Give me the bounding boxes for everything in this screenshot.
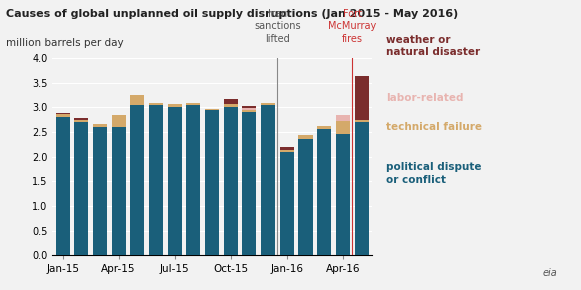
Bar xyxy=(224,104,238,107)
Bar xyxy=(299,135,313,139)
Bar xyxy=(149,103,163,105)
Bar xyxy=(242,112,256,255)
Bar xyxy=(56,117,70,255)
Bar xyxy=(168,104,182,107)
Bar xyxy=(168,107,182,255)
Bar xyxy=(261,103,275,105)
Bar xyxy=(205,110,219,255)
Bar xyxy=(336,135,350,255)
Bar xyxy=(242,108,256,110)
Bar xyxy=(56,113,70,114)
Bar xyxy=(336,121,350,135)
Bar xyxy=(56,114,70,117)
Text: Fort
McMurray
fires: Fort McMurray fires xyxy=(328,9,376,44)
Bar xyxy=(242,106,256,108)
Bar xyxy=(187,103,200,105)
Bar xyxy=(74,118,88,120)
Text: Causes of global unplanned oil supply disruptions (Jan 2015 - May 2016): Causes of global unplanned oil supply di… xyxy=(6,9,458,19)
Bar xyxy=(317,129,331,255)
Bar xyxy=(112,115,125,127)
Bar xyxy=(149,105,163,255)
Bar xyxy=(261,105,275,255)
Bar xyxy=(280,147,294,150)
Bar xyxy=(354,76,368,119)
Bar xyxy=(130,95,144,105)
Bar xyxy=(224,107,238,255)
Bar xyxy=(224,99,238,104)
Text: eia: eia xyxy=(543,269,558,278)
Bar xyxy=(354,119,368,122)
Bar xyxy=(205,109,219,110)
Bar xyxy=(354,122,368,255)
Text: Iran
sanctions
lifted: Iran sanctions lifted xyxy=(254,9,301,44)
Text: weather or
natural disaster: weather or natural disaster xyxy=(386,35,480,57)
Text: technical failure: technical failure xyxy=(386,122,482,132)
Bar xyxy=(93,124,107,127)
Text: labor-related: labor-related xyxy=(386,93,464,103)
Bar xyxy=(280,152,294,255)
Bar xyxy=(74,122,88,255)
Text: million barrels per day: million barrels per day xyxy=(6,38,123,48)
Bar xyxy=(299,139,313,255)
Text: political dispute
or conflict: political dispute or conflict xyxy=(386,162,482,185)
Bar xyxy=(130,105,144,255)
Bar xyxy=(74,120,88,122)
Bar xyxy=(93,127,107,255)
Bar xyxy=(317,126,331,129)
Bar xyxy=(242,110,256,112)
Bar xyxy=(336,115,350,121)
Bar xyxy=(280,150,294,152)
Bar xyxy=(187,105,200,255)
Bar xyxy=(112,127,125,255)
